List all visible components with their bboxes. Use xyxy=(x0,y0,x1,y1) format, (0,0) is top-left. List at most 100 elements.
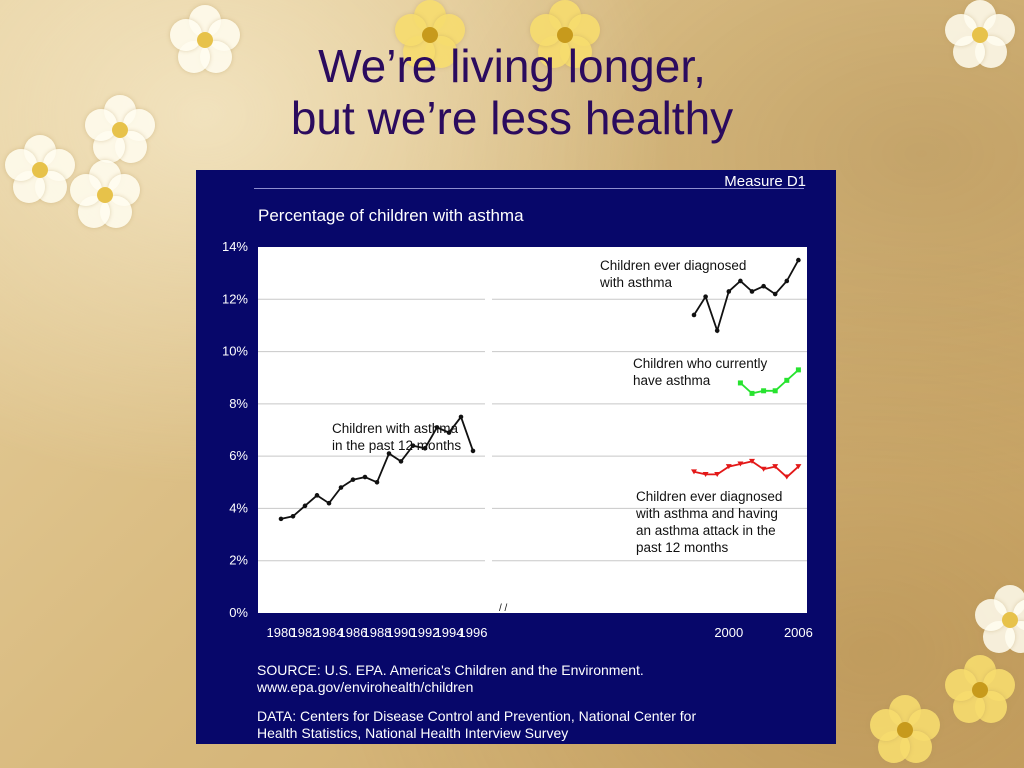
series-line-2 xyxy=(693,259,800,334)
data-point xyxy=(338,485,344,490)
series-label-line: Children who currently xyxy=(633,356,768,371)
y-tick-label: 4% xyxy=(229,500,248,515)
data-point xyxy=(386,451,392,456)
series-label-4: Children ever diagnosed with asthma and h… xyxy=(635,489,782,555)
data-point xyxy=(714,328,720,333)
measure-label: Measure D1 xyxy=(724,173,806,190)
data-point xyxy=(302,503,308,509)
data-point xyxy=(458,414,464,420)
x-tick-label: 1980 xyxy=(267,625,296,640)
series-label-line: Children ever diagnosed xyxy=(600,258,746,273)
data-point xyxy=(326,500,332,506)
flower-icon xyxy=(5,135,75,205)
axis-break xyxy=(485,247,492,613)
y-tick-label: 10% xyxy=(222,344,248,359)
data-point xyxy=(350,477,356,482)
x-tick-label: 1990 xyxy=(387,625,416,640)
data-point xyxy=(398,459,404,464)
data-point xyxy=(737,380,743,386)
data-point xyxy=(691,312,697,318)
data-point xyxy=(795,367,801,373)
series-label-line: have asthma xyxy=(633,373,711,388)
series-label-line: with asthma xyxy=(599,275,673,290)
data-point xyxy=(784,278,790,284)
flower-icon xyxy=(945,655,1015,725)
x-tick-label: 2000 xyxy=(714,625,743,640)
data-point xyxy=(738,278,743,284)
data-point xyxy=(702,471,709,477)
series-label-3: Children who currently have asthma xyxy=(633,356,768,388)
data-point xyxy=(761,388,767,394)
data-point xyxy=(772,291,778,297)
flower-icon xyxy=(870,695,940,765)
source-notes: SOURCE: U.S. EPA. America's Children and… xyxy=(257,662,817,754)
source-line-2: www.epa.gov/envirohealth/children xyxy=(257,679,474,695)
data-point xyxy=(749,390,755,396)
data-point xyxy=(714,471,721,477)
series-label-line: in the past 12 months xyxy=(332,438,461,453)
data-citation: DATA: Centers for Disease Control and Pr… xyxy=(257,708,817,742)
data-point xyxy=(470,448,476,454)
data-point xyxy=(749,458,755,464)
flower-icon xyxy=(975,585,1024,655)
data-point xyxy=(434,425,440,430)
series-label-line: an asthma attack in the xyxy=(636,523,776,538)
x-tick-label: 1984 xyxy=(315,625,344,640)
series-label-1: Children with asthma in the past 12 month… xyxy=(332,421,461,453)
series-label-line: with asthma and having xyxy=(635,506,778,521)
data-point xyxy=(783,474,790,480)
data-point xyxy=(374,479,380,485)
series-label-line: Children with asthma xyxy=(332,421,459,436)
slide-title-line-1: We’re living longer, xyxy=(318,40,706,92)
data-point xyxy=(410,443,416,448)
data-point xyxy=(362,474,368,480)
x-tick-label: 1992 xyxy=(411,625,440,640)
series-label-line: past 12 months xyxy=(636,540,729,555)
data-point xyxy=(446,430,452,435)
data-point xyxy=(760,466,767,472)
source-citation: SOURCE: U.S. EPA. America's Children and… xyxy=(257,662,817,696)
x-tick-label: 1986 xyxy=(339,625,368,640)
data-point xyxy=(703,294,708,299)
series-label-2: Children ever diagnosed with asthma xyxy=(599,258,746,290)
slide-title-line-2: but we’re less healthy xyxy=(290,92,734,144)
data-point xyxy=(278,516,284,522)
source-line-1: SOURCE: U.S. EPA. America's Children and… xyxy=(257,662,644,678)
data-point xyxy=(691,469,697,475)
data-point xyxy=(761,283,766,289)
x-tick-label: 1982 xyxy=(291,625,320,640)
x-tick-label: 1996 xyxy=(459,625,488,640)
data-point xyxy=(772,464,779,470)
data-line-1: DATA: Centers for Disease Control and Pr… xyxy=(257,708,697,724)
data-point xyxy=(725,464,732,470)
data-point xyxy=(726,289,732,294)
asthma-line-chart: 0%2%4%6%8%10%12%14%/ /198019821984198619… xyxy=(222,239,813,640)
axis-break-mark: / / xyxy=(499,603,508,614)
slide-title: We’re living longer, but we’re less heal… xyxy=(0,40,1024,144)
data-point xyxy=(795,464,802,470)
plot-area xyxy=(258,247,807,613)
data-line-2: Health Statistics, National Health Inter… xyxy=(257,725,569,741)
y-tick-label: 2% xyxy=(229,553,248,568)
y-tick-label: 0% xyxy=(229,605,248,620)
y-tick-label: 12% xyxy=(222,291,248,306)
x-tick-label: 1988 xyxy=(363,625,392,640)
y-tick-label: 14% xyxy=(222,239,248,254)
data-point xyxy=(314,493,320,498)
data-point xyxy=(290,513,296,519)
y-tick-label: 8% xyxy=(229,396,248,411)
y-tick-label: 6% xyxy=(229,448,248,463)
chart-panel: Measure D1 Percentage of children with a… xyxy=(196,170,836,744)
x-tick-label: 1994 xyxy=(435,625,464,640)
panel-divider xyxy=(254,188,804,189)
flower-icon xyxy=(70,160,140,230)
x-tick-label: 2006 xyxy=(784,625,813,640)
data-point xyxy=(796,257,801,263)
data-point xyxy=(749,289,755,294)
series-label-line: Children ever diagnosed xyxy=(636,489,782,504)
chart-title: Percentage of children with asthma xyxy=(258,206,524,225)
data-point xyxy=(422,446,428,451)
data-point xyxy=(784,377,790,383)
data-point xyxy=(772,388,778,394)
series-line-4 xyxy=(693,460,800,479)
